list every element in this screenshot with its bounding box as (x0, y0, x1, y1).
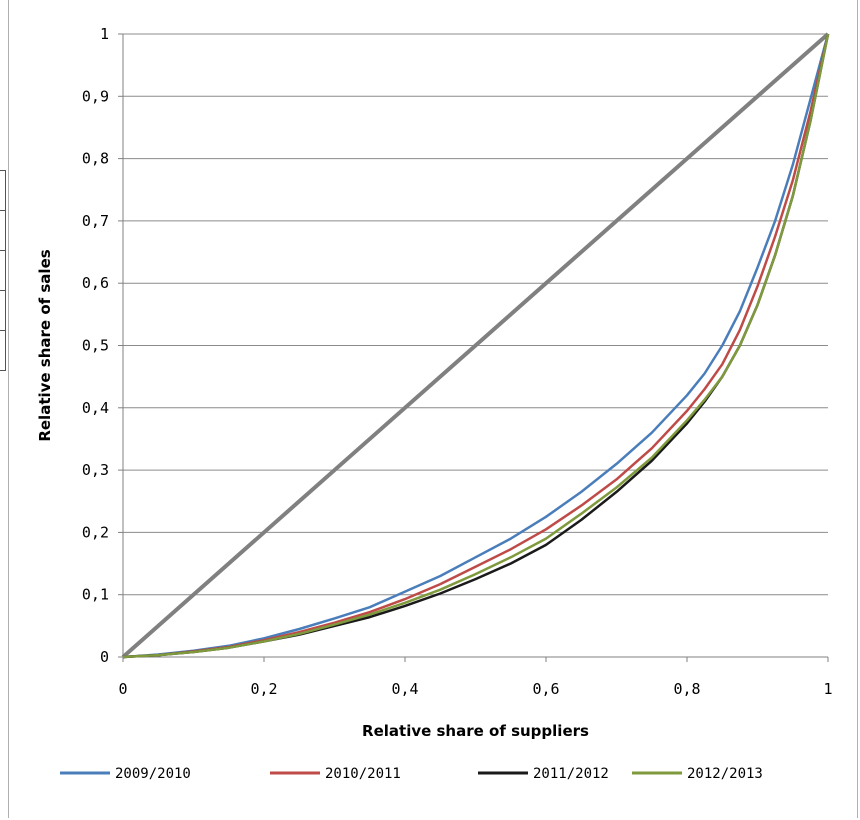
series-layer (121, 32, 830, 659)
legend: 2009/2010 2010/2011 2011/2012 2012/2013 (60, 766, 763, 782)
x-tick-label-1: 0,2 (250, 680, 277, 698)
x-tick-label-4: 0,8 (673, 680, 700, 698)
y-tick-label-9: 0,9 (82, 87, 109, 105)
gridlines (123, 33, 828, 596)
equality-line (121, 32, 830, 659)
y-tick-label-3: 0,3 (82, 461, 109, 479)
y-axis-title: Relative share of sales (36, 249, 54, 441)
legend-label-3: 2011/2012 (533, 766, 609, 782)
y-tick-label-6: 0,6 (82, 274, 109, 292)
series-line-4 (122, 33, 830, 659)
x-tick-label-5: 1 (823, 680, 832, 698)
legend-label-1: 2009/2010 (115, 766, 191, 782)
y-tick-label-8: 0,8 (82, 150, 109, 168)
chart-frame (8, 0, 858, 818)
y-tick-label-5: 0,5 (82, 337, 109, 355)
legend-label-4: 2012/2013 (687, 766, 763, 782)
x-axis-title: Relative share of suppliers (362, 722, 589, 740)
y-tick-label-0: 0 (100, 648, 109, 666)
y-tick-label-4: 0,4 (82, 399, 109, 417)
y-tick-label-10: 1 (100, 25, 109, 43)
x-tick-label-0: 0 (118, 680, 127, 698)
x-tick-label-2: 0,4 (391, 680, 418, 698)
y-tick-label-1: 0,1 (82, 586, 109, 604)
y-tick-label-2: 0,2 (82, 523, 109, 541)
x-axis-ticks: 0 0,2 0,4 0,6 0,8 1 (118, 657, 833, 698)
cropped-table-edge (0, 170, 6, 371)
y-axis-ticks: 0 0,1 0,2 0,3 0,4 0,5 0,6 0,7 0,8 0,9 1 (82, 25, 123, 666)
series-line-1 (122, 33, 830, 659)
legend-label-2: 2010/2011 (325, 766, 401, 782)
x-tick-label-3: 0,6 (532, 680, 559, 698)
y-tick-label-7: 0,7 (82, 212, 109, 230)
